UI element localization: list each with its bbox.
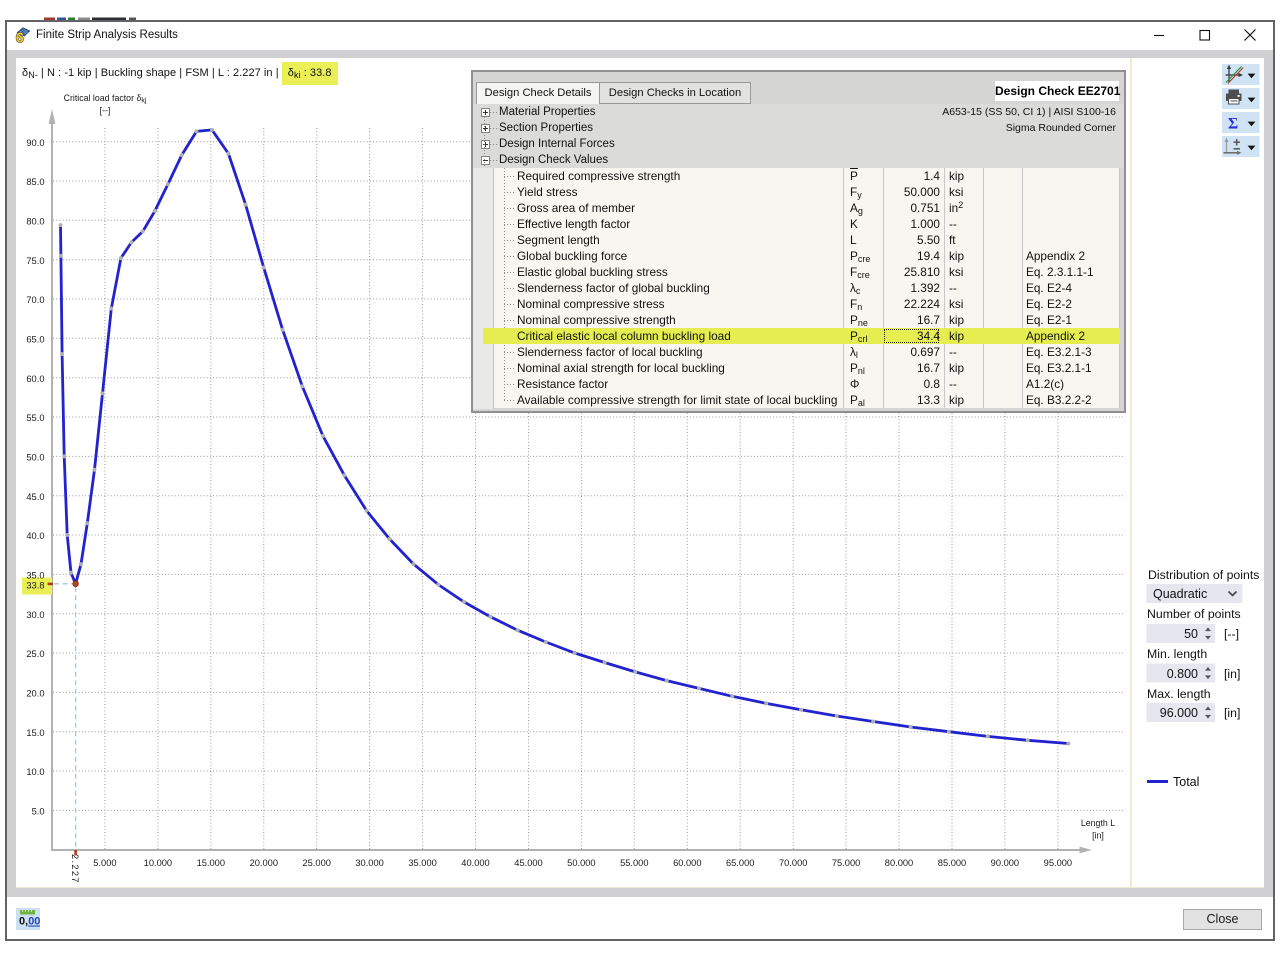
svg-text:6: 6 bbox=[16, 30, 24, 44]
svg-text:Min. length: Min. length bbox=[1147, 647, 1207, 661]
svg-text:Total: Total bbox=[1173, 775, 1199, 789]
svg-text:55.0: 55.0 bbox=[26, 413, 44, 423]
svg-text:40.0: 40.0 bbox=[26, 531, 44, 541]
svg-text:Quadratic: Quadratic bbox=[1153, 587, 1207, 601]
svg-text:5.000: 5.000 bbox=[93, 858, 116, 868]
svg-text:90.0: 90.0 bbox=[26, 138, 44, 148]
svg-text:70.000: 70.000 bbox=[779, 858, 807, 868]
svg-text:[--]: [--] bbox=[1224, 627, 1239, 641]
svg-text:10.0: 10.0 bbox=[26, 767, 44, 777]
svg-text:15.0: 15.0 bbox=[26, 728, 44, 738]
svg-text:55.000: 55.000 bbox=[620, 858, 648, 868]
svg-text:50.000: 50.000 bbox=[567, 858, 595, 868]
svg-text:60.000: 60.000 bbox=[673, 858, 701, 868]
svg-text:Distribution of points: Distribution of points bbox=[1148, 568, 1259, 582]
svg-text:Max. length: Max. length bbox=[1147, 687, 1211, 701]
svg-text:0.800: 0.800 bbox=[1167, 667, 1198, 681]
svg-text:65.000: 65.000 bbox=[726, 858, 754, 868]
svg-text:50.0: 50.0 bbox=[26, 453, 44, 463]
svg-text:35.0: 35.0 bbox=[26, 571, 44, 581]
svg-text:96.000: 96.000 bbox=[1160, 706, 1198, 720]
svg-text:60.0: 60.0 bbox=[26, 374, 44, 384]
svg-text:35.000: 35.000 bbox=[408, 858, 436, 868]
svg-text:20.000: 20.000 bbox=[250, 858, 278, 868]
svg-text:30.0: 30.0 bbox=[26, 610, 44, 620]
svg-text:95.000: 95.000 bbox=[1044, 858, 1072, 868]
svg-text:20.0: 20.0 bbox=[26, 689, 44, 699]
svg-text:45.000: 45.000 bbox=[514, 858, 542, 868]
svg-text:80.000: 80.000 bbox=[885, 858, 913, 868]
svg-text:50: 50 bbox=[1184, 627, 1198, 641]
svg-text:85.000: 85.000 bbox=[938, 858, 966, 868]
svg-text:45.0: 45.0 bbox=[26, 492, 44, 502]
svg-text:30.000: 30.000 bbox=[355, 858, 383, 868]
svg-text:70.0: 70.0 bbox=[26, 295, 44, 305]
svg-text:[in]: [in] bbox=[1092, 831, 1104, 841]
svg-text:0,00: 0,00 bbox=[19, 916, 40, 928]
svg-text:2.227: 2.227 bbox=[70, 854, 80, 884]
svg-text:90.000: 90.000 bbox=[991, 858, 1019, 868]
svg-text:25.0: 25.0 bbox=[26, 649, 44, 659]
svg-text:25.000: 25.000 bbox=[302, 858, 330, 868]
svg-text:40.000: 40.000 bbox=[461, 858, 489, 868]
svg-text:5.0: 5.0 bbox=[32, 807, 45, 817]
svg-text:33.8: 33.8 bbox=[26, 580, 44, 590]
svg-text:[--]: [--] bbox=[100, 106, 111, 116]
svg-text:65.0: 65.0 bbox=[26, 335, 44, 345]
svg-text:10.000: 10.000 bbox=[144, 858, 172, 868]
svg-text:Length L: Length L bbox=[1081, 818, 1115, 828]
svg-text:Critical load factor δkj: Critical load factor δkj bbox=[64, 93, 147, 105]
svg-text:[in]: [in] bbox=[1224, 667, 1240, 681]
svg-text:80.0: 80.0 bbox=[26, 217, 44, 227]
svg-text:Σ: Σ bbox=[1228, 116, 1238, 133]
svg-text:15.000: 15.000 bbox=[197, 858, 225, 868]
svg-text:85.0: 85.0 bbox=[26, 177, 44, 187]
svg-text:75.000: 75.000 bbox=[832, 858, 860, 868]
svg-text:75.0: 75.0 bbox=[26, 256, 44, 266]
svg-text:[in]: [in] bbox=[1224, 706, 1240, 720]
svg-text:Number of points: Number of points bbox=[1147, 607, 1241, 621]
